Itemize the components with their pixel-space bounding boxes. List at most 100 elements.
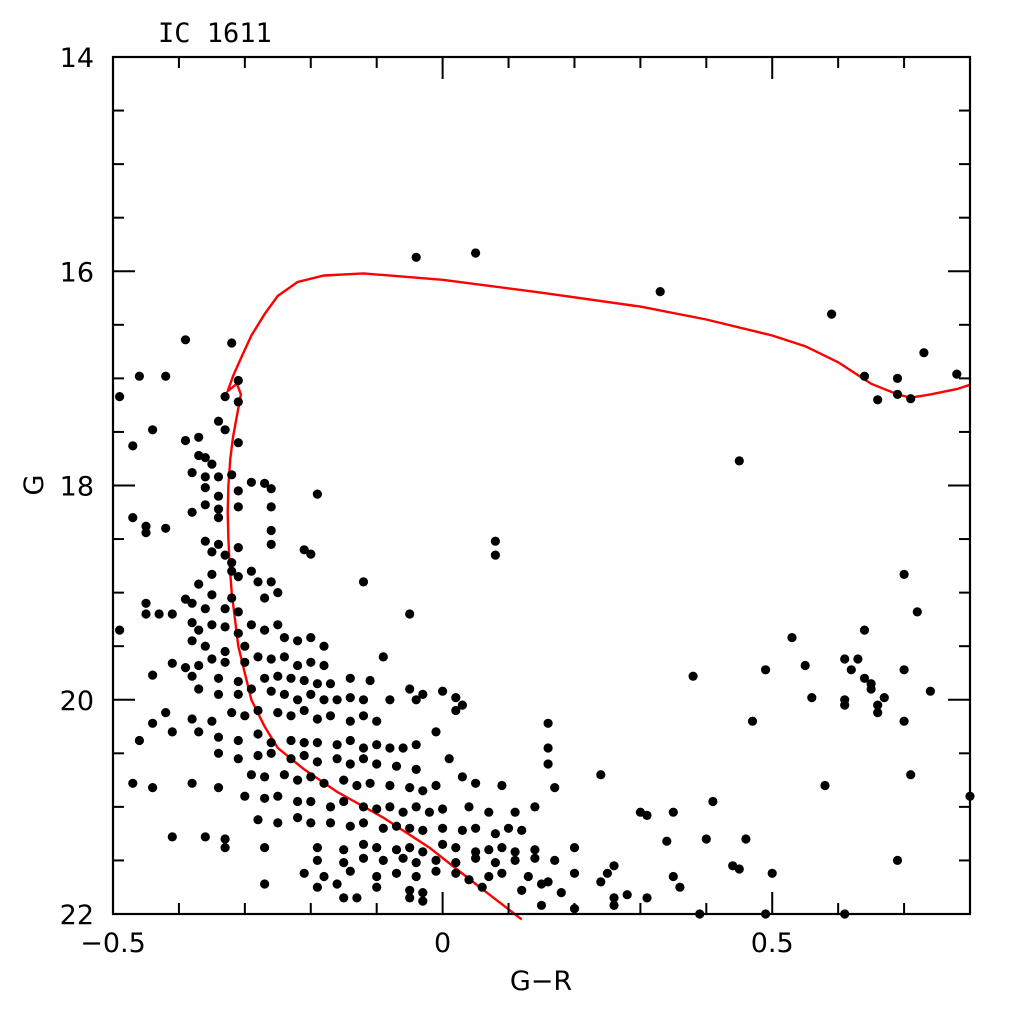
data-point xyxy=(372,740,382,750)
y-tick-label: 18 xyxy=(60,472,94,503)
data-point xyxy=(675,882,685,892)
data-point xyxy=(213,748,224,758)
data-point xyxy=(378,652,388,662)
data-point xyxy=(207,620,217,630)
data-point xyxy=(345,866,355,876)
data-point xyxy=(523,871,533,882)
data-point xyxy=(148,718,158,728)
data-point xyxy=(734,456,744,466)
data-point xyxy=(233,543,243,553)
data-point xyxy=(418,847,428,857)
data-point xyxy=(569,868,580,878)
data-point xyxy=(134,371,144,381)
data-point xyxy=(293,660,303,671)
data-point xyxy=(319,660,329,671)
data-point xyxy=(925,686,936,696)
data-point xyxy=(899,716,909,726)
y-axis-title: G xyxy=(19,475,50,496)
data-point xyxy=(260,793,270,803)
data-point xyxy=(194,432,204,442)
data-point xyxy=(180,435,191,446)
data-point xyxy=(312,489,322,499)
data-point xyxy=(339,796,349,807)
data-point xyxy=(358,743,369,753)
data-point xyxy=(260,772,270,782)
data-point xyxy=(411,740,421,750)
data-point xyxy=(266,484,276,494)
data-point xyxy=(391,821,402,831)
data-point xyxy=(161,708,171,718)
data-point xyxy=(787,633,797,643)
data-point xyxy=(312,757,322,767)
data-point xyxy=(187,507,197,517)
data-point xyxy=(339,858,349,868)
data-point xyxy=(312,855,322,866)
data-point xyxy=(279,770,289,780)
isochrone-layer xyxy=(225,272,971,921)
data-point xyxy=(253,705,263,716)
data-point xyxy=(490,536,500,546)
y-tick-label: 22 xyxy=(60,900,94,931)
data-point xyxy=(312,882,322,892)
data-point xyxy=(141,528,151,538)
data-point xyxy=(345,716,355,726)
data-point xyxy=(372,843,382,853)
data-point xyxy=(194,625,204,635)
data-point xyxy=(411,695,421,705)
data-point xyxy=(431,727,441,737)
data-point xyxy=(293,813,303,823)
data-point xyxy=(312,679,322,689)
data-point xyxy=(260,478,270,488)
data-point xyxy=(655,287,665,297)
y-tick-label: 20 xyxy=(60,686,94,717)
data-point xyxy=(503,823,514,833)
data-point xyxy=(299,545,309,555)
data-point xyxy=(708,796,718,807)
data-point xyxy=(312,843,322,853)
data-point xyxy=(194,727,204,737)
data-point xyxy=(293,695,303,705)
data-point xyxy=(556,888,566,898)
data-point xyxy=(873,700,883,710)
data-point xyxy=(273,620,283,630)
data-point xyxy=(266,738,276,748)
chart-title: IC 1611 xyxy=(158,18,272,49)
data-point xyxy=(358,711,369,721)
data-point xyxy=(464,802,474,812)
data-point xyxy=(227,558,237,568)
data-point xyxy=(741,834,751,844)
data-point xyxy=(246,770,256,780)
data-point xyxy=(128,513,138,523)
data-point xyxy=(372,759,382,769)
data-point xyxy=(286,673,296,683)
data-point xyxy=(325,818,336,828)
data-point xyxy=(200,500,210,510)
data-point xyxy=(609,861,619,871)
data-point xyxy=(398,853,408,863)
data-point xyxy=(859,625,870,635)
data-point xyxy=(490,829,500,839)
data-point xyxy=(892,389,903,399)
data-point xyxy=(471,823,481,833)
data-point xyxy=(873,395,883,405)
data-point xyxy=(180,594,191,604)
data-point xyxy=(536,900,547,911)
isochrone-line xyxy=(225,272,971,921)
data-point xyxy=(200,832,210,842)
data-point xyxy=(372,882,382,892)
data-point xyxy=(411,252,421,262)
data-point xyxy=(220,392,230,402)
data-point xyxy=(602,868,613,878)
scatter-points xyxy=(115,248,975,919)
data-point xyxy=(840,700,850,710)
data-point xyxy=(438,839,448,850)
data-point xyxy=(213,416,224,426)
data-point xyxy=(385,780,395,791)
data-point xyxy=(358,802,369,812)
data-point xyxy=(260,625,270,635)
data-point xyxy=(642,893,652,903)
data-point xyxy=(167,609,177,619)
data-point xyxy=(167,727,177,737)
data-point xyxy=(497,780,507,791)
data-point xyxy=(517,885,527,896)
